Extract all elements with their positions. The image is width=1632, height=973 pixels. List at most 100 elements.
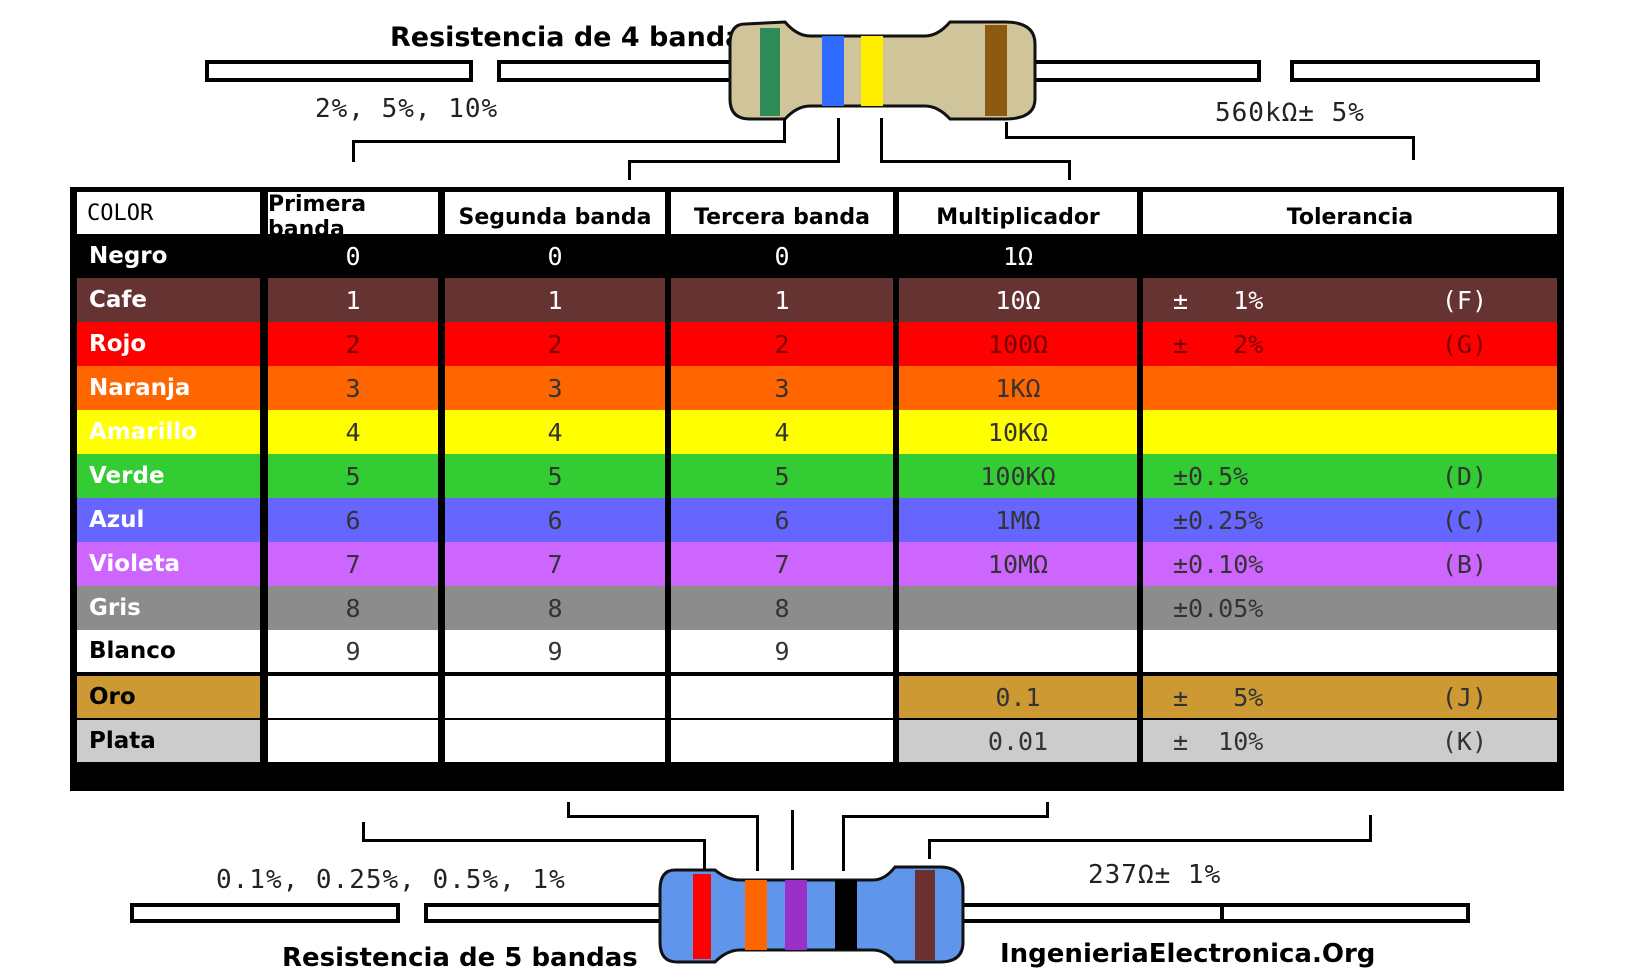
- tolerance-cell: [1143, 366, 1557, 410]
- connector-line: [567, 802, 570, 818]
- tolerance-value: ± 1%: [1173, 285, 1264, 315]
- band-3: [861, 36, 883, 106]
- color-name: Naranja: [77, 366, 260, 410]
- tolerance-value: ±0.10%: [1173, 549, 1264, 579]
- digit-value: 2: [445, 322, 665, 366]
- digit-value: 7: [671, 542, 893, 586]
- digit-value: 1: [445, 278, 665, 322]
- site-credit: IngenieriaElectronica.Org: [1000, 939, 1376, 969]
- color-name: Blanco: [77, 630, 260, 672]
- tolerance-code: (F): [1441, 285, 1487, 315]
- digit-value: [671, 676, 893, 718]
- tolerance-cell: ±0.05%: [1143, 586, 1557, 630]
- color-name: Negro: [77, 234, 260, 278]
- digit-value: 4: [268, 410, 438, 454]
- multiplier-value: 10Ω: [899, 278, 1137, 322]
- color-name: Gris: [77, 586, 260, 630]
- lead-wire: [205, 60, 473, 82]
- multiplier-value: 10MΩ: [899, 542, 1137, 586]
- tolerance-cell: ±0.5% (D): [1143, 454, 1557, 498]
- tolerance-value: ±0.25%: [1173, 505, 1264, 535]
- connector-line: [842, 815, 1049, 818]
- connector-line: [1005, 122, 1008, 138]
- connector-line: [791, 810, 794, 870]
- tolerance-value: ± 5%: [1173, 682, 1264, 712]
- connector-line: [352, 140, 786, 143]
- four-band-example-value: 560kΩ± 5%: [1215, 98, 1365, 128]
- column-header: Segunda banda: [445, 192, 665, 234]
- multiplier-value: 1KΩ: [899, 366, 1137, 410]
- digit-value: 9: [671, 630, 893, 672]
- digit-value: 4: [445, 410, 665, 454]
- multiplier-value: 0.01: [899, 720, 1137, 762]
- multiplier-value: [899, 586, 1137, 630]
- five-band-resistor-graphic: [658, 865, 965, 964]
- connector-line: [1369, 815, 1372, 842]
- band-4: [985, 25, 1007, 116]
- multiplier-value: 10KΩ: [899, 410, 1137, 454]
- resistor-body: [658, 865, 965, 964]
- tolerance-cell: [1143, 630, 1557, 672]
- four-band-resistor-graphic: [728, 20, 1037, 121]
- digit-value: 0: [445, 234, 665, 278]
- tolerance-cell: [1143, 234, 1557, 278]
- digit-value: 0: [268, 234, 438, 278]
- tolerance-code: (G): [1441, 329, 1487, 359]
- color-name: Cafe: [77, 278, 260, 322]
- tolerance-code: (K): [1441, 726, 1487, 756]
- color-code-table: COLOR Primera banda Segunda banda Tercera b…: [70, 187, 1564, 791]
- digit-value: 2: [268, 322, 438, 366]
- digit-value: 1: [671, 278, 893, 322]
- digit-value: 3: [268, 366, 438, 410]
- tolerance-cell: ± 2% (G): [1143, 322, 1557, 366]
- connector-line: [756, 815, 759, 871]
- tolerance-value: ±0.5%: [1173, 461, 1249, 491]
- digit-value: [445, 676, 665, 718]
- color-name: Rojo: [77, 322, 260, 366]
- band-1: [760, 28, 780, 116]
- lead-wire: [1220, 903, 1470, 923]
- band-1: [693, 874, 711, 959]
- column-header: Tolerancia: [1143, 192, 1557, 234]
- tolerance-cell: ± 1% (F): [1143, 278, 1557, 322]
- digit-value: 7: [268, 542, 438, 586]
- column-header: COLOR: [77, 192, 260, 234]
- four-band-tolerance-options: 2%, 5%, 10%: [315, 94, 499, 124]
- column-header: Multiplicador: [899, 192, 1137, 234]
- digit-value: 5: [671, 454, 893, 498]
- multiplier-value: 1Ω: [899, 234, 1137, 278]
- connector-line: [928, 839, 931, 859]
- digit-value: 5: [268, 454, 438, 498]
- digit-value: 0: [671, 234, 893, 278]
- color-name: Verde: [77, 454, 260, 498]
- digit-value: 2: [671, 322, 893, 366]
- digit-value: 5: [445, 454, 665, 498]
- five-band-title: Resistencia de 5 bandas: [282, 943, 638, 973]
- digit-value: [445, 720, 665, 762]
- lead-wire: [130, 903, 400, 923]
- digit-value: [268, 676, 438, 718]
- four-band-title: Resistencia de 4 bandas: [390, 22, 760, 53]
- tolerance-code: (J): [1441, 682, 1487, 712]
- column-header: Tercera banda: [671, 192, 893, 234]
- tolerance-cell: ±0.25% (C): [1143, 498, 1557, 542]
- digit-value: 3: [445, 366, 665, 410]
- tolerance-value: ± 10%: [1173, 726, 1264, 756]
- connector-line: [928, 839, 1372, 842]
- digit-value: [671, 720, 893, 762]
- five-band-tolerance-options: 0.1%, 0.25%, 0.5%, 1%: [216, 865, 566, 895]
- connector-line: [703, 839, 706, 871]
- connector-line: [783, 118, 786, 143]
- connector-line: [628, 160, 631, 180]
- digit-value: 6: [268, 498, 438, 542]
- band-3: [785, 880, 807, 950]
- connector-line: [837, 118, 840, 163]
- connector-line: [567, 815, 759, 818]
- connector-line: [362, 839, 706, 842]
- lead-wire: [1290, 60, 1540, 82]
- digit-value: 8: [671, 586, 893, 630]
- connector-line: [880, 160, 1070, 163]
- multiplier-value: 0.1: [899, 676, 1137, 718]
- color-name: Amarillo: [77, 410, 260, 454]
- connector-line: [362, 822, 365, 842]
